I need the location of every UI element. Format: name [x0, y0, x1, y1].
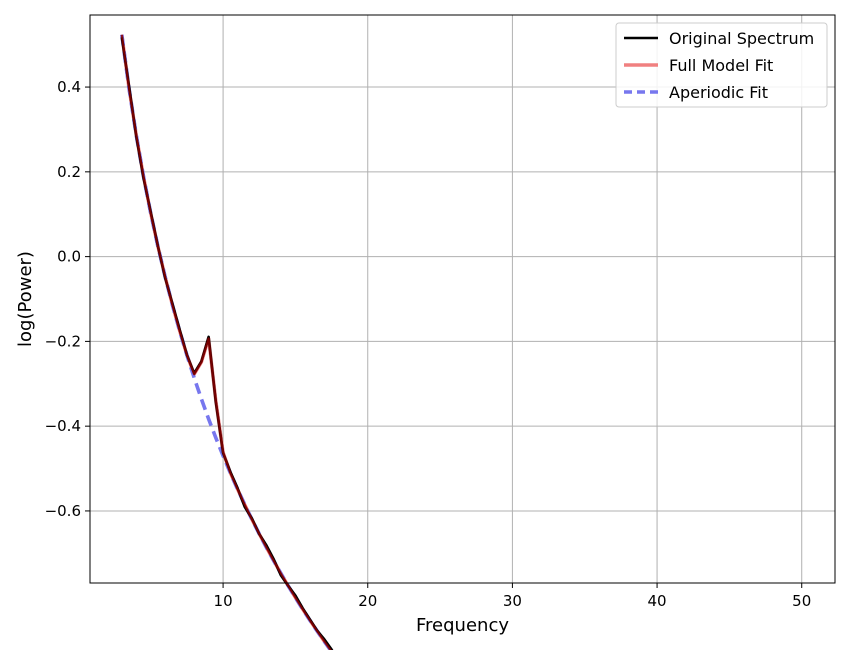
legend-box	[615, 22, 828, 108]
series-line-full	[120, 34, 333, 650]
series-line-original	[120, 37, 334, 650]
x-axis-label: Frequency	[416, 615, 509, 636]
y-tick-label: −0.2	[45, 332, 81, 350]
series-line-overlap	[120, 34, 332, 650]
plot-frame	[89, 14, 836, 584]
series-line-aperiodic	[120, 34, 333, 650]
x-tick-label: 40	[648, 592, 667, 610]
x-tick-label: 30	[503, 592, 522, 610]
legend-label: Full Model Fit	[669, 56, 773, 75]
y-tick-label: 0.4	[57, 78, 81, 96]
y-tick-label: −0.4	[45, 417, 81, 435]
legend-label: Aperiodic Fit	[669, 83, 768, 102]
legend-label: Original Spectrum	[669, 29, 814, 48]
x-tick-label: 10	[214, 592, 233, 610]
y-axis-label: log(Power)	[15, 251, 36, 347]
y-tick-label: 0.2	[57, 163, 81, 181]
grid	[90, 15, 835, 583]
y-tick-label: 0.0	[57, 248, 81, 266]
legend: Original Spectrum Full Model Fit Aperiodic…	[615, 22, 828, 108]
x-tick-label: 20	[358, 592, 377, 610]
x-tick-label: 50	[792, 592, 811, 610]
series-layer	[120, 34, 334, 650]
ticks: 10 20 30 40 50 −0.6 −0.4 −0.2 0.0 0.2 0.4	[45, 78, 812, 610]
y-tick-label: −0.6	[45, 502, 81, 520]
